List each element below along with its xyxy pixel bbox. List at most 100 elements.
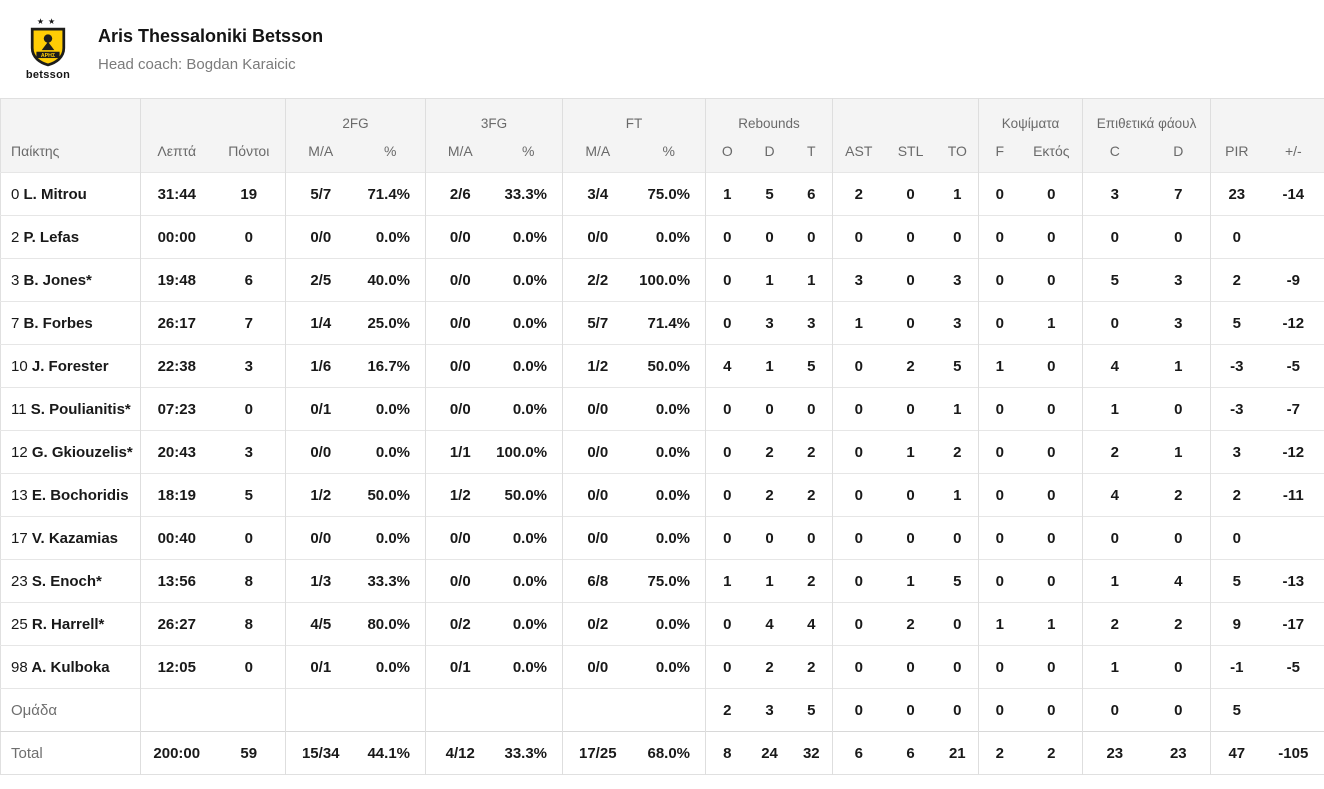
stat-ft-pct: 100.0% <box>632 258 706 302</box>
stat-pir: 2 <box>1210 258 1263 302</box>
column-header-row: Παίκτης Λεπτά Πόντοι M/A% M/A% M/A% O D T AST STL T… <box>0 132 1324 173</box>
player-name: A. Kulboka <box>31 658 110 676</box>
player-row-10: 10 J. Forester 22:38 3 1/6 16.7% 0/0 0.0% 1/2 50… <box>0 344 1324 388</box>
player-name-cell: 0 L. Mitrou <box>0 172 141 216</box>
stat-plus-minus: -12 <box>1262 301 1324 345</box>
player-name-cell: 2 P. Lefas <box>0 215 141 259</box>
stat-min: 07:23 <box>140 387 213 431</box>
stat-3fg-pct: 0.0% <box>494 301 563 345</box>
stat-blk-against: 0 <box>1020 172 1083 216</box>
stat-pts: 0 <box>212 516 286 560</box>
stat-reb-d: 5 <box>748 172 791 216</box>
betsson-wordmark: betsson <box>25 68 71 81</box>
stat-ft-pct: 0.0% <box>632 430 706 474</box>
stat-pts: 59 <box>212 731 286 775</box>
stat-ft-ma: 6/8 <box>562 559 633 603</box>
stat-2fg-pct: 80.0% <box>355 602 426 646</box>
stat-ft-ma: 2/2 <box>562 258 633 302</box>
stat-pir: -3 <box>1210 387 1263 431</box>
stat-ft-ma: 17/25 <box>562 731 633 775</box>
player-name-cell: 25 R. Harrell* <box>0 602 141 646</box>
stat-3fg-pct: 0.0% <box>494 602 563 646</box>
stat-reb-d: 2 <box>748 430 791 474</box>
stat-off-foul-c: 0 <box>1082 215 1147 259</box>
stat-to: 3 <box>936 258 979 302</box>
stat-ft-ma: 0/0 <box>562 516 633 560</box>
jersey-number: 17 <box>11 529 28 547</box>
col-header-2fg-ma: M/A <box>285 132 356 173</box>
stat-blk-f: 0 <box>978 258 1021 302</box>
stat-stl: 0 <box>884 473 937 517</box>
col-header-reb-d: D <box>748 132 791 173</box>
stat-off-foul-c: 23 <box>1082 731 1147 775</box>
stat-reb-d: 3 <box>748 688 791 732</box>
stat-reb-o: 0 <box>705 602 749 646</box>
stat-blk-f: 1 <box>978 344 1021 388</box>
stat-3fg-pct: 0.0% <box>494 559 563 603</box>
stat-ast: 1 <box>832 301 885 345</box>
stat-min: 13:56 <box>140 559 213 603</box>
stat-3fg-ma: 2/6 <box>425 172 495 216</box>
col-header-ast: AST <box>832 132 885 173</box>
stat-min: 200:00 <box>140 731 213 775</box>
stat-ft-ma: 0/0 <box>562 215 633 259</box>
stat-stl: 0 <box>884 301 937 345</box>
stat-reb-o: 0 <box>705 645 749 689</box>
stat-ft-pct: 0.0% <box>632 516 706 560</box>
stat-ft-pct <box>632 688 706 732</box>
stat-ft-ma: 0/0 <box>562 387 633 431</box>
stat-reb-t: 4 <box>790 602 833 646</box>
group-header-rebounds: Rebounds <box>705 98 833 133</box>
stat-2fg-ma: 1/4 <box>285 301 356 345</box>
jersey-number: 13 <box>11 486 28 504</box>
stat-off-foul-c: 0 <box>1082 301 1147 345</box>
stat-stl: 0 <box>884 645 937 689</box>
stat-reb-d: 1 <box>748 258 791 302</box>
stat-min: 18:19 <box>140 473 213 517</box>
group-header-row: 2FG 3FG FT Rebounds Κοψίματα Επιθετικά φάουλ <box>0 98 1324 133</box>
stat-off-foul-d: 1 <box>1146 344 1211 388</box>
stat-blk-f: 1 <box>978 602 1021 646</box>
stat-plus-minus: -13 <box>1262 559 1324 603</box>
stat-reb-t: 5 <box>790 344 833 388</box>
stat-to: 2 <box>936 430 979 474</box>
table-body: 0 L. Mitrou 31:44 19 5/7 71.4% 2/6 33.3% 3/4 75.… <box>0 172 1324 775</box>
stat-2fg-pct: 0.0% <box>355 215 426 259</box>
stat-pts: 3 <box>212 430 286 474</box>
stat-min: 22:38 <box>140 344 213 388</box>
player-row-13: 13 E. Bochoridis 18:19 5 1/2 50.0% 1/2 50.0% 0/… <box>0 473 1324 517</box>
stat-ast: 0 <box>832 473 885 517</box>
stat-2fg-ma: 1/2 <box>285 473 356 517</box>
stat-off-foul-d: 0 <box>1146 387 1211 431</box>
stat-2fg-pct: 0.0% <box>355 430 426 474</box>
stat-ast: 0 <box>832 344 885 388</box>
stat-pir: 5 <box>1210 688 1263 732</box>
stat-blk-against: 1 <box>1020 602 1083 646</box>
stat-reb-t: 2 <box>790 559 833 603</box>
stat-blk-against: 0 <box>1020 645 1083 689</box>
team-name: Aris Thessaloniki Betsson <box>98 25 324 46</box>
stat-reb-t: 32 <box>790 731 833 775</box>
stat-stl: 0 <box>884 688 937 732</box>
stat-reb-o: 1 <box>705 172 749 216</box>
stat-off-foul-d: 1 <box>1146 430 1211 474</box>
player-name-cell: 7 B. Forbes <box>0 301 141 345</box>
stat-reb-o: 0 <box>705 430 749 474</box>
crest-text: ΑΡΗΣ <box>41 53 55 59</box>
logo-stars-icon: ★★ <box>36 16 60 26</box>
stat-ft-pct: 0.0% <box>632 473 706 517</box>
stats-table: 2FG 3FG FT Rebounds Κοψίματα Επιθετικά φάουλ … <box>0 98 1324 775</box>
stat-stl: 2 <box>884 344 937 388</box>
stat-3fg-pct: 0.0% <box>494 344 563 388</box>
jersey-number: 10 <box>11 357 28 375</box>
stat-blk-against: 0 <box>1020 688 1083 732</box>
col-header-off-foul-d: D <box>1146 132 1211 173</box>
stat-reb-o: 0 <box>705 215 749 259</box>
stat-min: 19:48 <box>140 258 213 302</box>
stat-to: 1 <box>936 387 979 431</box>
table-header: 2FG 3FG FT Rebounds Κοψίματα Επιθετικά φάουλ … <box>0 98 1324 173</box>
stat-plus-minus: -12 <box>1262 430 1324 474</box>
stat-pts: 3 <box>212 344 286 388</box>
player-name: P. Lefas <box>23 228 80 246</box>
stat-reb-o: 1 <box>705 559 749 603</box>
